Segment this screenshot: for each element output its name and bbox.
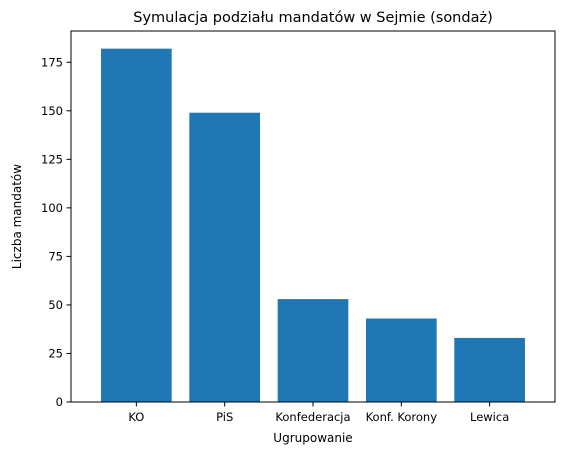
y-tick-label-0: 0: [56, 395, 63, 409]
bars-layer: [101, 48, 525, 403]
y-axis-label: Liczba mandatów: [10, 164, 24, 269]
bar-konfederacja: [277, 299, 349, 402]
y-tick-label-75: 75: [48, 249, 63, 263]
y-tick-label-25: 25: [48, 346, 63, 360]
bar-konf-korony: [365, 318, 437, 402]
y-tick-label-50: 50: [48, 298, 63, 312]
x-axis-label: Ugrupowanie: [273, 431, 352, 445]
y-tick-label-175: 175: [41, 55, 63, 69]
y-axis-ticks: 0 25 50 75 100 125 150 175: [41, 55, 71, 409]
x-tick-label-pis: PiS: [216, 410, 233, 424]
chart-title: Symulacja podziału mandatów w Sejmie (so…: [133, 10, 492, 26]
bar-lewica: [454, 337, 525, 402]
y-tick-label-150: 150: [41, 104, 63, 118]
x-tick-label-konf-korony: Konf. Korony: [366, 410, 438, 424]
x-tick-label-ko: KO: [128, 410, 144, 424]
y-tick-label-125: 125: [41, 152, 63, 166]
bar-ko: [101, 48, 172, 403]
plot-frame: [70, 30, 556, 403]
x-axis-ticks: KO PiS Konfederacja Konf. Korony Lewica: [128, 402, 509, 424]
x-tick-label-lewica: Lewica: [470, 410, 509, 424]
y-tick-label-100: 100: [41, 201, 63, 215]
x-tick-label-konfederacja: Konfederacja: [275, 410, 350, 424]
bar-pis: [189, 112, 261, 402]
